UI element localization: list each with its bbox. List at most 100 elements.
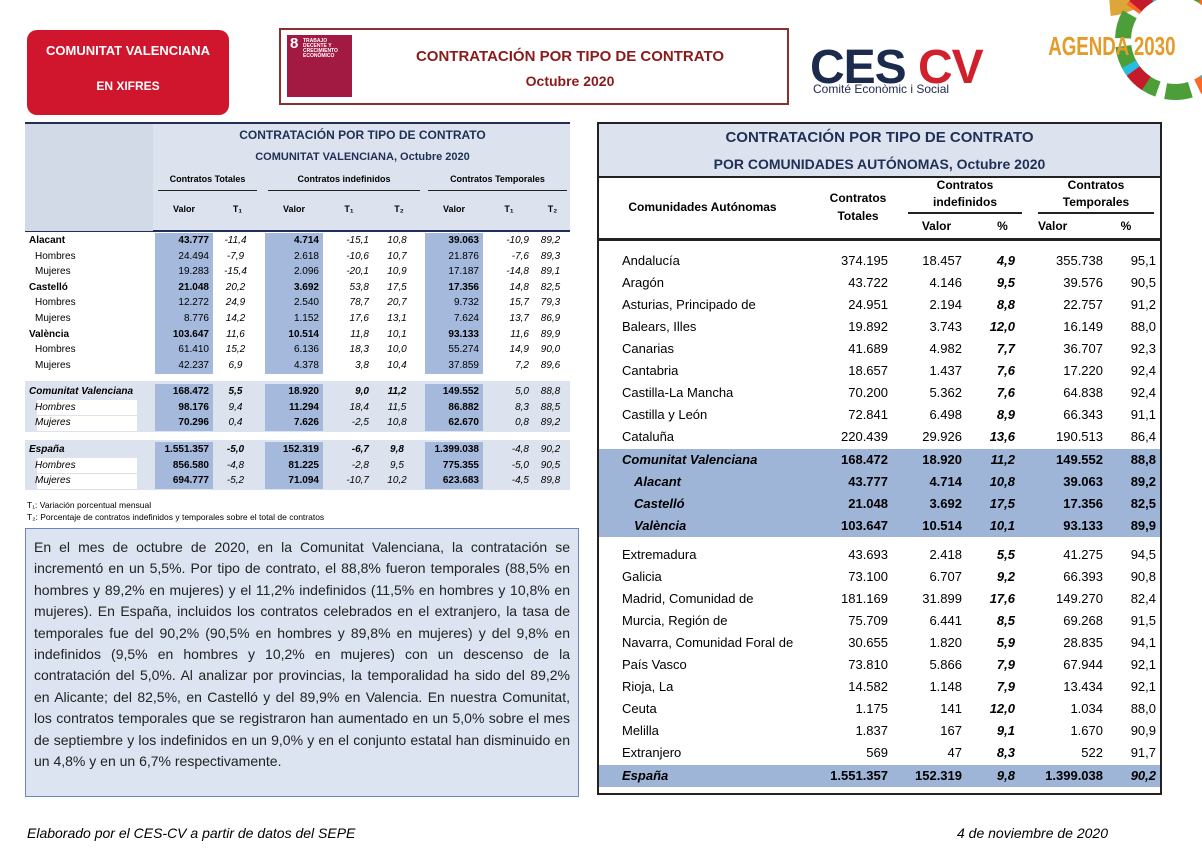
row-label: Hombres <box>35 401 76 413</box>
cell: 18.457 <box>922 253 962 268</box>
cell: 1.034 <box>1070 701 1103 716</box>
cell: 39.576 <box>1063 275 1103 290</box>
cell: 86,4 <box>1130 429 1156 444</box>
cell: 47 <box>947 745 962 760</box>
cell: 3,8 <box>355 359 369 371</box>
cell: 17.187 <box>425 264 483 281</box>
cell: 9,4 <box>228 401 243 413</box>
cell: 89,2 <box>540 417 561 429</box>
label-band <box>25 124 153 231</box>
cell: 89,6 <box>540 359 561 371</box>
cell: 5,5 <box>996 547 1015 562</box>
row-label: España <box>29 444 65 455</box>
summary: En el mes de octubre de 2020, en la Comu… <box>25 528 579 797</box>
cell: 167 <box>940 723 962 738</box>
cell: 43.722 <box>848 275 888 290</box>
cell: 2.618 <box>265 248 323 265</box>
footer-source: Elaborado por el CES-CV a partir de dato… <box>27 825 356 841</box>
cell: 20,7 <box>387 297 407 309</box>
cell: 22.757 <box>1063 297 1103 312</box>
cell: 1.399.038 <box>1045 768 1103 783</box>
column-header: Valor <box>282 204 305 214</box>
cell: 11,6 <box>226 328 245 340</box>
cell: 152.319 <box>915 768 962 783</box>
cell: 92,4 <box>1130 363 1156 378</box>
cell: 89,3 <box>540 250 561 262</box>
cell: 11,8 <box>350 328 369 340</box>
cell: 0,8 <box>515 417 529 429</box>
cell: -10,6 <box>346 250 369 262</box>
sdg-label: TRABAJO DECENTE Y CRECIMIENTO ECONÓMICO <box>303 38 338 59</box>
cell: 3.743 <box>929 319 962 334</box>
cell: -5,0 <box>226 444 245 455</box>
cell: 9,8 <box>390 444 404 455</box>
group-header: Contratos indefinidos <box>297 174 391 184</box>
sdg-number: 8 <box>290 35 299 52</box>
cell: 91,2 <box>1130 297 1156 312</box>
label-cell <box>37 400 137 416</box>
badge-line: EN XIFRES <box>96 79 160 93</box>
row-label: País Vasco <box>622 657 687 672</box>
label-cell <box>37 458 137 474</box>
cell: 9,5 <box>390 459 404 471</box>
cell: 6.136 <box>265 342 323 359</box>
cell: 4.714 <box>929 474 962 489</box>
cell: 11.294 <box>265 399 323 416</box>
cell: 9,0 <box>355 386 369 397</box>
cell: 5,0 <box>515 386 529 397</box>
column-header: T₂ <box>547 204 558 214</box>
footer-date: 4 de noviembre de 2020 <box>957 825 1108 841</box>
cell: 8,3 <box>996 745 1015 760</box>
table-title: CONTRATACIÓN POR TIPO DE CONTRATO <box>239 128 486 142</box>
cell: 89,9 <box>540 328 561 340</box>
cell: 17,5 <box>387 281 407 293</box>
row-label: Rioja, La <box>622 679 674 694</box>
title-box <box>279 28 789 105</box>
cell: 36.707 <box>1063 341 1103 356</box>
cell: 1.175 <box>855 701 888 716</box>
group-header: Contratos indefinidos <box>933 178 997 209</box>
cell: 64.838 <box>1063 385 1103 400</box>
cell: 62.670 <box>425 415 483 432</box>
cell: 6.707 <box>929 569 962 584</box>
cell: 91,5 <box>1130 613 1156 628</box>
note: T₁: Variación porcentual mensual <box>27 500 152 510</box>
row-label: Murcia, Región de <box>622 613 728 628</box>
cell: 75.709 <box>848 613 888 628</box>
cell: 17,6 <box>989 591 1015 606</box>
group-header: Contratos Temporales <box>1062 178 1130 209</box>
cell: 18.920 <box>922 452 962 467</box>
note: T₂: Porcentaje de contratos indefinidos … <box>27 512 325 522</box>
cell: 190.513 <box>1056 429 1103 444</box>
cell: 220.439 <box>841 429 888 444</box>
cell: 2.418 <box>929 547 962 562</box>
cell: 11,6 <box>510 328 529 340</box>
cell: 6,9 <box>228 359 243 371</box>
cell: 1.148 <box>929 679 962 694</box>
cell: 5.362 <box>929 385 962 400</box>
cell: 569 <box>866 745 888 760</box>
cell: 71.094 <box>265 473 323 490</box>
row-label: Mujeres <box>35 475 71 487</box>
logo: CV <box>918 41 984 94</box>
cell: 10,7 <box>387 250 407 262</box>
cell: 9,2 <box>996 569 1015 584</box>
cell: 21.876 <box>425 248 483 265</box>
cell: 53,8 <box>349 281 369 293</box>
row-label: Castelló <box>634 496 685 511</box>
cell: -14,8 <box>506 266 529 278</box>
cell: 775.355 <box>425 457 483 474</box>
row-label: Asturias, Principado de <box>622 297 756 312</box>
cell: 67.944 <box>1063 657 1103 672</box>
cell: 66.343 <box>1063 407 1103 422</box>
column-header: Valor <box>921 219 952 233</box>
cell: 90,5 <box>540 459 561 471</box>
column-header: Valor <box>1038 219 1068 233</box>
cell: 73.810 <box>848 657 888 672</box>
cell: 93.133 <box>425 326 483 343</box>
cell: 10.514 <box>922 518 962 533</box>
cell: -4,8 <box>226 459 245 471</box>
label-cell <box>37 415 137 431</box>
cell: 1.399.038 <box>425 442 483 458</box>
cell: 16.149 <box>1063 319 1103 334</box>
